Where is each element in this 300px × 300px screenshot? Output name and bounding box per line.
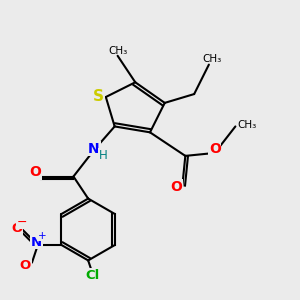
Text: O: O <box>11 222 22 235</box>
Text: O: O <box>29 165 41 179</box>
Text: CH₃: CH₃ <box>237 120 256 130</box>
Text: O: O <box>209 142 221 155</box>
Text: +: + <box>38 230 46 241</box>
Text: −: − <box>16 215 27 229</box>
Text: Cl: Cl <box>85 268 100 282</box>
Text: CH₃: CH₃ <box>108 46 127 56</box>
Text: O: O <box>20 259 31 272</box>
Text: O: O <box>170 180 182 194</box>
Text: N: N <box>31 236 42 248</box>
Text: S: S <box>93 89 104 104</box>
Text: N: N <box>88 142 100 155</box>
Text: H: H <box>98 149 107 162</box>
Text: CH₃: CH₃ <box>202 54 221 64</box>
